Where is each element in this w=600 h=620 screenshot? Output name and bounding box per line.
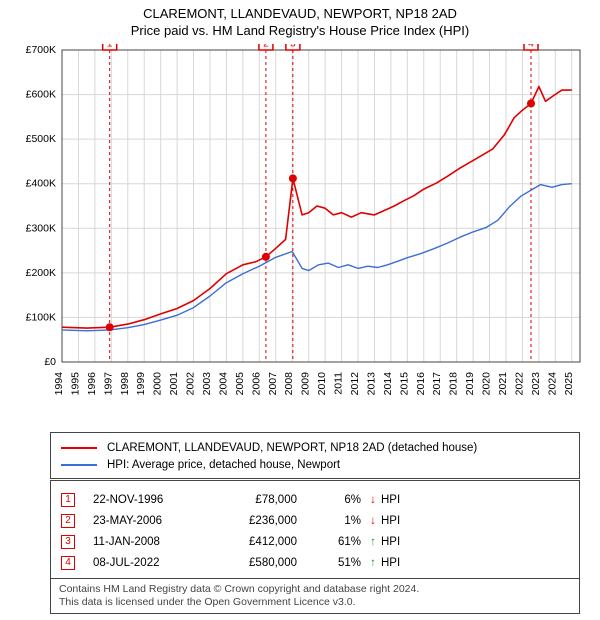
legend: CLAREMONT, LLANDEVAUD, NEWPORT, NP18 2AD… [50, 432, 580, 479]
svg-text:£600K: £600K [26, 89, 56, 101]
svg-text:2003: 2003 [201, 372, 213, 396]
event-pct: 61% [323, 536, 365, 548]
svg-text:1994: 1994 [53, 372, 65, 396]
chart-title: CLAREMONT, LLANDEVAUD, NEWPORT, NP18 2AD [0, 6, 600, 21]
svg-text:2024: 2024 [546, 372, 558, 396]
event-price: £580,000 [223, 557, 323, 569]
svg-text:2001: 2001 [168, 372, 180, 396]
svg-text:3: 3 [290, 44, 296, 50]
event-price: £78,000 [223, 494, 323, 506]
legend-swatch [61, 464, 97, 466]
legend-row: HPI: Average price, detached house, Newp… [61, 456, 569, 473]
svg-text:£200K: £200K [26, 267, 56, 279]
svg-text:2002: 2002 [185, 372, 197, 396]
events-table: 122-NOV-1996£78,0006%↓HPI223-MAY-2006£23… [50, 480, 580, 580]
svg-text:1995: 1995 [69, 372, 81, 396]
event-pct: 1% [323, 515, 365, 527]
svg-text:1: 1 [107, 44, 113, 50]
svg-text:2012: 2012 [349, 372, 361, 396]
svg-text:1996: 1996 [86, 372, 98, 396]
arrow-down-icon: ↓ [365, 515, 381, 527]
svg-text:2016: 2016 [415, 372, 427, 396]
svg-text:2011: 2011 [333, 372, 345, 395]
event-date: 23-MAY-2006 [93, 515, 223, 527]
price-chart: £0 £100K £200K £300K £400K £500K £600K £700K 199… [10, 44, 590, 414]
legend-label: CLAREMONT, LLANDEVAUD, NEWPORT, NP18 2AD… [107, 442, 477, 454]
event-hpi-label: HPI [381, 494, 411, 506]
event-row: 2 23-MAY-2006£236,0001%↓HPI [61, 510, 569, 531]
footer-line-2: This data is licensed under the Open Gov… [59, 596, 571, 609]
event-pct: 51% [323, 557, 365, 569]
event-row: 4 08-JUL-2022£580,00051%↑HPI [61, 552, 569, 573]
arrow-up-icon: ↑ [365, 536, 381, 548]
svg-text:4: 4 [528, 44, 534, 50]
event-marker: 1 [61, 493, 75, 507]
svg-text:2020: 2020 [481, 372, 493, 396]
svg-text:£700K: £700K [26, 44, 56, 56]
svg-text:2: 2 [263, 44, 269, 50]
chart-subtitle: Price paid vs. HM Land Registry's House … [0, 23, 600, 38]
event-row: 1 22-NOV-1996£78,0006%↓HPI [61, 489, 569, 510]
event-price: £236,000 [223, 515, 323, 527]
svg-text:2015: 2015 [398, 372, 410, 396]
event-hpi-label: HPI [381, 515, 411, 527]
legend-label: HPI: Average price, detached house, Newp… [107, 459, 340, 471]
chart-title-block: CLAREMONT, LLANDEVAUD, NEWPORT, NP18 2AD… [0, 0, 600, 38]
event-marker: 3 [61, 535, 75, 549]
svg-text:£400K: £400K [26, 178, 56, 190]
svg-text:2017: 2017 [431, 372, 443, 396]
svg-text:2004: 2004 [217, 372, 229, 396]
event-date: 08-JUL-2022 [93, 557, 223, 569]
svg-text:1997: 1997 [102, 372, 114, 396]
event-row: 3 11-JAN-2008£412,00061%↑HPI [61, 531, 569, 552]
footer-line-1: Contains HM Land Registry data © Crown c… [59, 583, 571, 596]
event-hpi-label: HPI [381, 557, 411, 569]
event-date: 22-NOV-1996 [93, 494, 223, 506]
arrow-up-icon: ↑ [365, 557, 381, 569]
license-footer: Contains HM Land Registry data © Crown c… [50, 578, 580, 614]
event-marker: 2 [61, 514, 75, 528]
svg-text:2014: 2014 [382, 372, 394, 396]
svg-text:2008: 2008 [283, 372, 295, 396]
svg-text:2025: 2025 [563, 372, 575, 396]
svg-text:1998: 1998 [119, 372, 131, 396]
event-hpi-label: HPI [381, 536, 411, 548]
svg-text:2010: 2010 [316, 372, 328, 396]
svg-text:£0: £0 [44, 356, 56, 368]
svg-text:2009: 2009 [300, 372, 312, 396]
event-date: 11-JAN-2008 [93, 536, 223, 548]
svg-text:£300K: £300K [26, 222, 56, 234]
svg-text:2000: 2000 [152, 372, 164, 396]
svg-text:2021: 2021 [497, 372, 509, 396]
arrow-down-icon: ↓ [365, 494, 381, 506]
event-pct: 6% [323, 494, 365, 506]
chart-container: £0 £100K £200K £300K £400K £500K £600K £700K 199… [10, 44, 590, 414]
svg-text:2007: 2007 [267, 372, 279, 396]
svg-text:2023: 2023 [530, 372, 542, 396]
event-marker: 4 [61, 556, 75, 570]
svg-text:2006: 2006 [250, 372, 262, 396]
svg-text:£100K: £100K [26, 311, 56, 323]
svg-text:2013: 2013 [365, 372, 377, 396]
svg-text:2022: 2022 [513, 372, 525, 396]
svg-text:£500K: £500K [26, 133, 56, 145]
event-price: £412,000 [223, 536, 323, 548]
legend-row: CLAREMONT, LLANDEVAUD, NEWPORT, NP18 2AD… [61, 439, 569, 456]
svg-text:2019: 2019 [464, 372, 476, 396]
svg-text:2018: 2018 [448, 372, 460, 396]
svg-text:1999: 1999 [135, 372, 147, 396]
svg-text:2005: 2005 [234, 372, 246, 396]
legend-swatch [61, 447, 97, 449]
